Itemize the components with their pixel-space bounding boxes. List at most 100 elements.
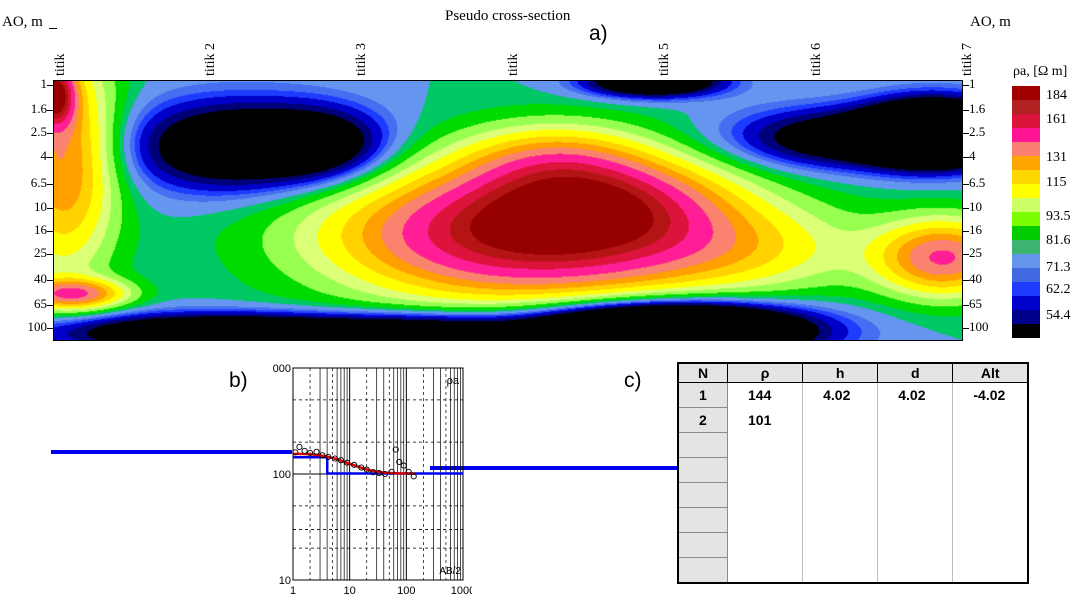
table-cell[interactable] xyxy=(877,557,953,583)
depth-tick xyxy=(47,110,53,111)
station-label: titik 2 xyxy=(203,42,218,76)
depth-label: 1 xyxy=(969,76,976,91)
table-cell[interactable] xyxy=(802,432,878,458)
table-row[interactable] xyxy=(677,532,1028,558)
table-cell[interactable] xyxy=(877,407,953,433)
column-header-d[interactable]: d xyxy=(877,362,954,383)
table-cell[interactable]: 4.02 xyxy=(802,382,878,408)
row-number-cell[interactable] xyxy=(677,457,728,483)
table-cell[interactable] xyxy=(952,532,1028,558)
table-cell[interactable] xyxy=(726,457,803,483)
observed-point xyxy=(307,449,314,456)
table-row[interactable]: 2 101 xyxy=(677,407,1028,433)
row-number-cell[interactable] xyxy=(677,532,728,558)
depth-label: 100 xyxy=(969,319,989,334)
legend-swatch xyxy=(1012,86,1040,100)
depth-label: 4 xyxy=(40,148,48,163)
row-number-cell[interactable]: 1 xyxy=(677,382,728,408)
depth-label: 40 xyxy=(34,271,47,286)
table-cell[interactable]: -4.02 xyxy=(952,382,1028,408)
table-row[interactable] xyxy=(677,482,1028,508)
row-number-cell[interactable] xyxy=(677,557,728,584)
observed-point xyxy=(370,469,377,476)
table-row[interactable] xyxy=(677,557,1028,584)
x-tick-label: 10 xyxy=(344,585,356,596)
legend-title: ρa, [Ω m] xyxy=(1013,64,1068,79)
table-cell[interactable] xyxy=(802,532,878,558)
legend-value: 131 xyxy=(1046,150,1067,165)
table-cell[interactable] xyxy=(877,482,953,508)
table-cell[interactable] xyxy=(952,457,1028,483)
table-cell[interactable] xyxy=(726,532,803,558)
table-cell[interactable] xyxy=(802,482,878,508)
table-cell[interactable]: 4.02 xyxy=(877,382,953,408)
observed-point xyxy=(363,466,370,473)
legend-swatch xyxy=(1012,254,1040,268)
column-header-rho[interactable]: ρ xyxy=(726,362,804,383)
table-cell[interactable] xyxy=(877,507,953,533)
y-tick-label: 10 xyxy=(279,575,291,587)
table-row[interactable]: 1 144 4.02 4.02 -4.02 xyxy=(677,382,1028,408)
legend-swatch xyxy=(1012,324,1040,338)
depth-label: 1.6 xyxy=(969,101,986,116)
row-number-cell[interactable] xyxy=(677,432,728,458)
table-row[interactable] xyxy=(677,457,1028,483)
table-cell[interactable] xyxy=(877,432,953,458)
sounding-curve-plot: 1101001000100010010AB/2ρa xyxy=(272,363,472,596)
table-cell[interactable] xyxy=(802,507,878,533)
column-header-alt[interactable]: Alt xyxy=(952,362,1029,383)
panel-label-c: c) xyxy=(624,369,642,392)
table-cell[interactable] xyxy=(802,457,878,483)
table-cell[interactable]: 144 xyxy=(726,382,803,408)
depth-tick xyxy=(47,208,53,209)
station-label: titik 5 xyxy=(657,42,672,76)
table-row[interactable] xyxy=(677,507,1028,533)
legend-swatch xyxy=(1012,184,1040,198)
depth-tick xyxy=(963,305,969,306)
pseudo-section-heatmap xyxy=(53,80,963,341)
table-cell[interactable] xyxy=(802,557,878,583)
depth-label: 65 xyxy=(969,296,982,311)
row-number-cell[interactable]: 2 xyxy=(677,407,728,433)
table-cell[interactable] xyxy=(726,482,803,508)
legend-swatch xyxy=(1012,114,1040,128)
x-axis-label: AB/2 xyxy=(439,566,461,577)
row-number-cell[interactable] xyxy=(677,507,728,533)
table-cell[interactable] xyxy=(952,432,1028,458)
legend-value: 93.5 xyxy=(1046,209,1071,224)
table-cell[interactable] xyxy=(726,507,803,533)
table-cell[interactable] xyxy=(952,507,1028,533)
depth-label: 10 xyxy=(34,199,47,214)
row-number-cell[interactable] xyxy=(677,482,728,508)
table-cell[interactable] xyxy=(952,557,1028,583)
depth-label: 16 xyxy=(34,222,47,237)
table-cell[interactable]: 101 xyxy=(726,407,803,433)
depth-tick xyxy=(963,231,969,232)
table-cell[interactable] xyxy=(952,482,1028,508)
table-cell[interactable] xyxy=(877,532,953,558)
observed-point xyxy=(319,452,326,459)
x-tick-label: 100 xyxy=(397,585,415,596)
depth-tick xyxy=(963,254,969,255)
table-cell[interactable] xyxy=(726,432,803,458)
observed-point xyxy=(358,464,365,471)
table-cell[interactable] xyxy=(952,407,1028,433)
depth-tick xyxy=(47,133,53,134)
table-cell[interactable] xyxy=(726,557,803,583)
column-header-h[interactable]: h xyxy=(802,362,879,383)
depth-label: 25 xyxy=(34,245,47,260)
left-axis-tick-mark xyxy=(49,28,57,29)
legend-value: 62.2 xyxy=(1046,282,1071,297)
depth-label: 4 xyxy=(969,148,976,163)
table-cell[interactable] xyxy=(877,457,953,483)
table-header-row: N ρ h d Alt xyxy=(677,362,1029,383)
table-cell[interactable] xyxy=(802,407,878,433)
table-row[interactable] xyxy=(677,432,1028,458)
legend-swatch xyxy=(1012,170,1040,184)
column-header-n[interactable]: N xyxy=(677,362,728,383)
legend-value: 54.4 xyxy=(1046,308,1071,323)
depth-tick xyxy=(963,133,969,134)
station-label: titik xyxy=(506,53,521,76)
legend-swatch xyxy=(1012,142,1040,156)
